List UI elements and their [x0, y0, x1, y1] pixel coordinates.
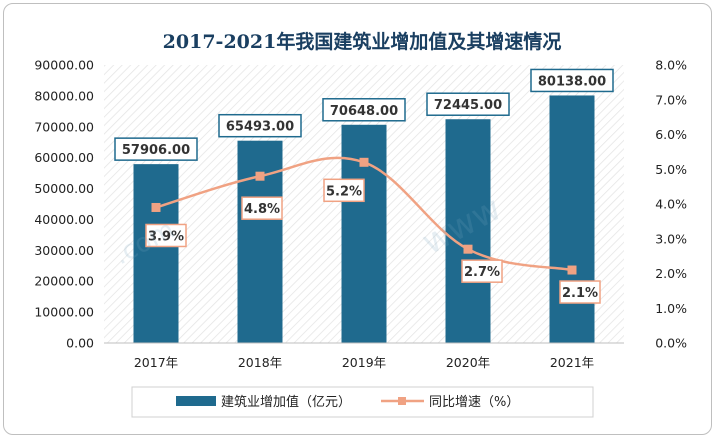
line-label-box — [323, 178, 365, 203]
bar-label-box — [218, 113, 302, 138]
right-tick-label: 5.0% — [655, 162, 687, 177]
chart-title: 2017-2021年我国建筑业增加值及其增速情况 — [163, 30, 562, 53]
bar — [549, 95, 595, 344]
legend-line-label: 同比增速（%） — [429, 395, 519, 410]
left-tick-label: 50000.00 — [34, 181, 94, 196]
left-tick-label: 20000.00 — [34, 274, 94, 289]
bar-value-label: 72445.00 — [426, 92, 510, 116]
bar-label-box — [322, 98, 406, 122]
right-tick-label: 8.0% — [655, 58, 687, 73]
left-tick-label: 70000.00 — [34, 119, 94, 134]
right-tick-label: 4.0% — [655, 197, 687, 212]
line-label-text: 3.9% — [148, 229, 184, 244]
left-tick-label: 30000.00 — [34, 243, 94, 258]
bar-label-box — [530, 68, 614, 93]
right-tick-label: 7.0% — [655, 92, 687, 107]
bar-value-label: 70648.00 — [322, 98, 406, 122]
bar-label-text: 80138.00 — [538, 74, 606, 89]
legend-bar-label: 建筑业增加值（亿元） — [221, 394, 351, 410]
right-tick-label: 2.0% — [655, 266, 687, 281]
line-label-box — [145, 223, 187, 248]
line-value-label: 2.7% — [461, 259, 503, 283]
right-axis-ticks: 0.0% 1.0% 2.0% 3.0% 4.0% 5.0% 6.0% 7.0% 8.0% — [655, 58, 687, 351]
bar-label-text: 70648.00 — [330, 104, 398, 119]
left-tick-label: 40000.00 — [34, 212, 94, 227]
bar-value-label: 57906.00 — [114, 137, 198, 161]
line-value-label: 2.1% — [559, 280, 601, 304]
line-label-box — [461, 259, 503, 283]
bar-value-label: 80138.00 — [530, 68, 614, 93]
line-label-box — [241, 196, 283, 220]
left-tick-label: 80000.00 — [34, 88, 94, 103]
line-value-label: 5.2% — [323, 178, 365, 203]
bar-value-label: 65493.00 — [218, 113, 302, 138]
line-value-label: 4.8% — [241, 196, 283, 220]
line-marker — [255, 171, 265, 181]
legend: 建筑业增加值（亿元） 同比增速（%） — [131, 386, 594, 418]
bar-data-labels: 57906.00 65493.00 70648.00 72445.00 80138.00 — [114, 68, 614, 161]
bar-series — [133, 95, 595, 344]
line-label-box — [559, 280, 601, 304]
line-label-text: 2.1% — [562, 286, 598, 301]
right-tick-label: 1.0% — [655, 301, 687, 316]
line-marker — [151, 202, 161, 212]
left-tick-label: 90000.00 — [34, 58, 94, 73]
x-axis-ticks: 2017年 2018年 2019年 2020年 2021年 — [134, 355, 594, 370]
legend-bar-swatch — [176, 396, 216, 406]
line-value-label: 3.9% — [145, 223, 187, 248]
bar-label-box — [426, 92, 510, 116]
line-data-labels: 3.9% 4.8% 5.2% 2.7% 2.1% — [145, 178, 601, 304]
right-tick-label: 6.0% — [655, 127, 687, 142]
line-marker — [359, 157, 369, 167]
line-label-text: 4.8% — [244, 202, 280, 217]
left-axis-ticks: 0.00 10000.00 20000.00 30000.00 40000.00 5000… — [34, 58, 94, 351]
bar — [445, 119, 491, 344]
bar-label-text: 65493.00 — [226, 120, 294, 135]
line-label-text: 2.7% — [464, 265, 500, 280]
legend-line-swatch-marker — [398, 397, 406, 405]
line-marker — [463, 244, 473, 254]
x-tick-label: 2020年 — [446, 355, 490, 370]
right-tick-label: 3.0% — [655, 231, 687, 246]
x-tick-label: 2018年 — [238, 355, 282, 370]
line-label-text: 5.2% — [326, 184, 362, 199]
left-tick-label: 0.00 — [66, 336, 94, 351]
left-tick-label: 60000.00 — [34, 150, 94, 165]
x-tick-label: 2021年 — [550, 355, 594, 370]
bar — [133, 164, 179, 343]
bar-label-box — [114, 137, 198, 161]
x-tick-label: 2017年 — [134, 355, 178, 370]
line-marker — [567, 265, 577, 275]
bar-label-text: 72445.00 — [434, 98, 502, 113]
right-tick-label: 0.0% — [655, 336, 687, 351]
bar-label-text: 57906.00 — [122, 143, 190, 158]
left-tick-label: 10000.00 — [34, 305, 94, 320]
x-tick-label: 2019年 — [342, 355, 386, 370]
